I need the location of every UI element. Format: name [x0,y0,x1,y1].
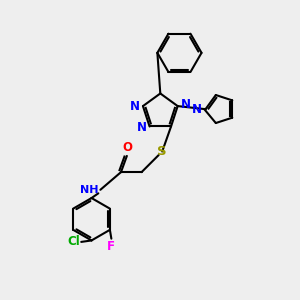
Text: N: N [181,98,190,111]
Text: S: S [158,145,167,158]
Text: N: N [192,103,202,116]
Text: O: O [122,141,133,154]
Text: N: N [130,100,140,112]
Text: Cl: Cl [67,236,80,248]
Text: NH: NH [80,185,99,195]
Text: N: N [137,122,147,134]
Text: F: F [107,240,116,253]
